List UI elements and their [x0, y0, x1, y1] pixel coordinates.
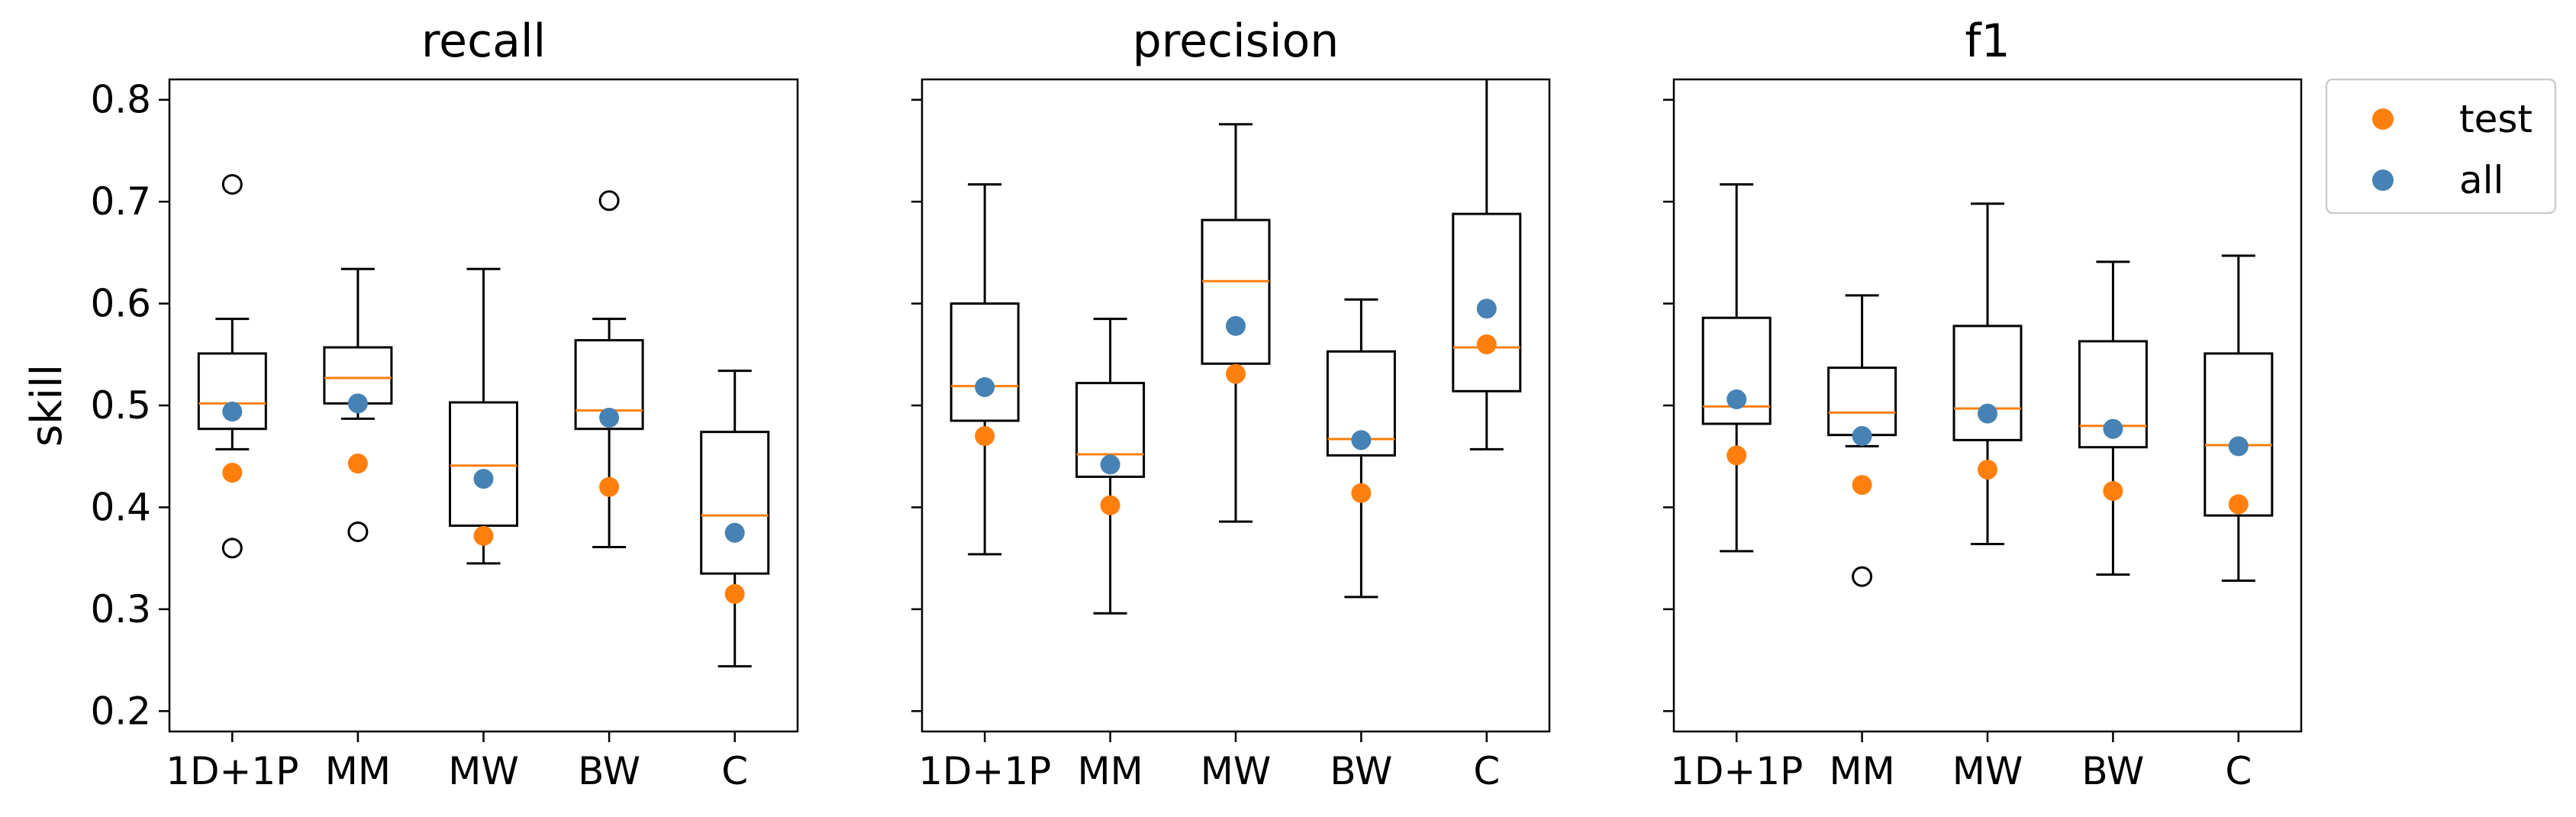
point-all	[1100, 454, 1120, 475]
x-tick-label: BW	[578, 749, 640, 793]
x-tick-label: BW	[2081, 749, 2144, 793]
point-test	[2103, 481, 2123, 502]
legend: test all	[2325, 78, 2557, 215]
x-tick-label: MW	[1952, 749, 2023, 793]
panel-f1	[1663, 78, 2303, 742]
point-test	[1226, 363, 1246, 384]
point-test	[599, 476, 620, 497]
point-test	[1978, 460, 1997, 480]
point-test	[724, 583, 745, 604]
x-tick-label: C	[2225, 749, 2252, 793]
box-MM	[1075, 382, 1146, 478]
point-all	[347, 393, 368, 414]
box-C	[1452, 212, 1522, 392]
box-1D+1P	[949, 302, 1020, 422]
plot-area	[1701, 182, 2274, 587]
point-test	[1726, 445, 1747, 466]
y-tick-label: 0.3	[90, 587, 151, 631]
point-all	[2228, 436, 2249, 457]
panel-precision	[911, 78, 1551, 742]
point-all	[2103, 418, 2123, 439]
x-tick-label: MM	[1077, 749, 1143, 793]
outlier-point	[221, 173, 243, 195]
box-1D+1P	[1701, 316, 1772, 425]
panel-title: recall	[421, 15, 546, 68]
x-tick-label: C	[721, 749, 748, 793]
y-tick-label: 0.8	[90, 78, 151, 122]
point-all	[473, 469, 494, 489]
x-tick-label: BW	[1330, 749, 1392, 793]
point-test	[1351, 483, 1372, 503]
point-all	[1978, 403, 1997, 424]
plot-area	[949, 79, 1522, 615]
point-test	[1852, 475, 1872, 496]
y-tick-label: 0.7	[90, 179, 151, 224]
y-tick-label: 0.4	[90, 485, 151, 529]
panel-title: precision	[1133, 15, 1340, 68]
point-test	[2228, 494, 2249, 515]
point-all	[1351, 430, 1372, 450]
outlier-point	[1852, 566, 1873, 587]
point-test	[1100, 495, 1120, 515]
box-C	[700, 431, 770, 575]
x-tick-label: MM	[325, 749, 391, 793]
x-tick-label: MW	[448, 749, 519, 793]
box-MM	[1827, 367, 1897, 437]
outlier-point	[347, 521, 369, 542]
outlier-point	[221, 538, 243, 559]
box-MW	[1952, 325, 2023, 441]
x-tick-label: 1D+1P	[166, 749, 298, 793]
box-BW	[1326, 350, 1396, 457]
box-1D+1P	[197, 352, 267, 431]
x-tick-label: MW	[1201, 749, 1272, 793]
legend-label-test: test	[2459, 97, 2532, 141]
y-tick-label: 0.2	[90, 689, 151, 733]
outlier-point	[598, 190, 620, 212]
point-all	[599, 408, 620, 428]
plot-area	[197, 173, 770, 668]
x-tick-label: C	[1473, 749, 1500, 793]
point-test	[347, 454, 368, 474]
point-all	[1852, 426, 1872, 447]
box-BW	[2078, 340, 2148, 449]
panel-title: f1	[1965, 15, 2010, 68]
x-tick-label: 1D+1P	[1670, 749, 1803, 793]
box-MW	[449, 401, 518, 527]
y-tick-label: 0.5	[90, 383, 151, 428]
point-all	[1726, 389, 1747, 409]
point-all	[724, 522, 745, 543]
box-C	[2204, 352, 2274, 517]
box-BW	[574, 339, 644, 431]
x-tick-label: 1D+1P	[918, 749, 1051, 793]
x-tick-label: MM	[1829, 749, 1894, 793]
panel-recall	[159, 78, 799, 742]
point-all	[975, 376, 995, 397]
point-test	[222, 463, 243, 483]
y-tick-label: 0.6	[90, 282, 151, 326]
legend-label-all: all	[2459, 158, 2503, 202]
point-test	[1476, 334, 1497, 354]
point-test	[975, 426, 995, 447]
y-axis-label: skill	[22, 364, 72, 447]
point-all	[1226, 315, 1246, 336]
box-MW	[1201, 218, 1271, 365]
legend-marker-all	[2372, 170, 2394, 191]
legend-marker-test	[2372, 108, 2394, 130]
axes-frame	[168, 78, 799, 733]
point-all	[222, 402, 243, 422]
point-test	[473, 525, 494, 546]
point-all	[1476, 299, 1497, 319]
